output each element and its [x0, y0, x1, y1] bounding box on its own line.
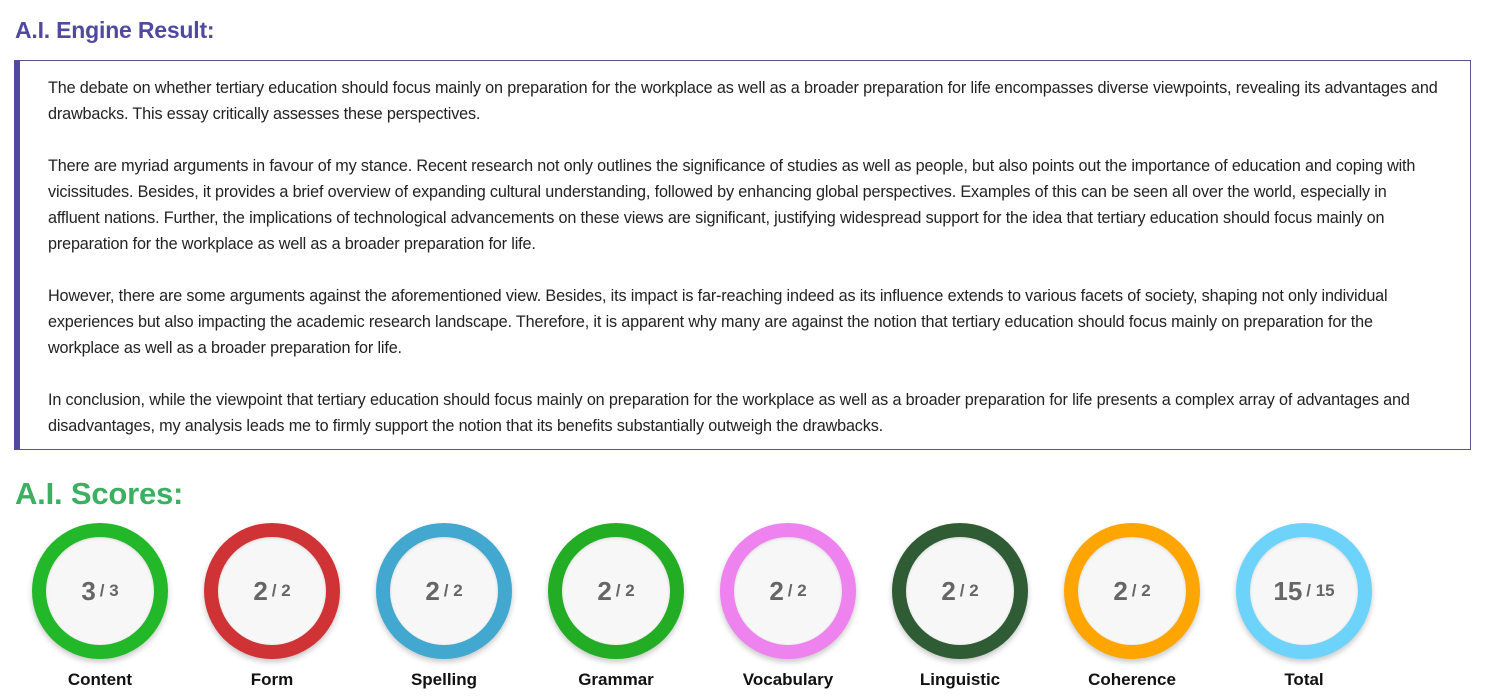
score-ring-coherence: 2 / 2 — [1064, 523, 1200, 659]
score-ring-form: 2 / 2 — [204, 523, 340, 659]
essay-paragraph-for: There are myriad arguments in favour of … — [48, 157, 1416, 253]
score-ring-total: 15 / 15 — [1236, 523, 1372, 659]
score-card-content: 3 / 3 Content — [14, 523, 186, 690]
score-ring-spelling: 2 / 2 — [376, 523, 512, 659]
score-number: 2 — [425, 575, 440, 606]
score-value-vocabulary: 2 / 2 — [734, 537, 842, 645]
score-max: / 3 — [99, 581, 119, 600]
score-card-form: 2 / 2 Form — [186, 523, 358, 690]
essay-paragraph-conclusion: In conclusion, while the viewpoint that … — [48, 391, 1410, 435]
score-label-content: Content — [67, 670, 133, 689]
score-value-total: 15 / 15 — [1250, 537, 1358, 645]
score-card-coherence: 2 / 2 Coherence — [1046, 523, 1218, 690]
score-max: / 2 — [1131, 581, 1151, 600]
score-value-spelling: 2 / 2 — [390, 537, 498, 645]
engine-result-title: A.I. Engine Result: — [15, 17, 215, 43]
score-card-vocabulary: 2 / 2 Vocabulary — [702, 523, 874, 690]
score-ring-linguistic: 2 / 2 — [892, 523, 1028, 659]
scores-title: A.I. Scores: — [15, 476, 184, 511]
score-ring-content: 3 / 3 — [32, 523, 168, 659]
essay-paragraph-intro: The debate on whether tertiary education… — [48, 79, 1438, 123]
score-label-form: Form — [250, 670, 294, 689]
score-number: 2 — [769, 575, 784, 606]
score-number: 3 — [81, 575, 96, 606]
scores-row: 3 / 3 Content 2 / 2 Form 2 / 2 — [14, 523, 1390, 690]
score-label-grammar: Grammar — [578, 670, 654, 689]
score-card-linguistic: 2 / 2 Linguistic — [874, 523, 1046, 690]
score-label-coherence: Coherence — [1088, 670, 1176, 689]
score-label-linguistic: Linguistic — [919, 670, 1001, 689]
score-max: / 2 — [443, 581, 463, 600]
score-number: 2 — [253, 575, 268, 606]
score-number: 2 — [597, 575, 612, 606]
score-ring-grammar: 2 / 2 — [548, 523, 684, 659]
score-max: / 2 — [959, 581, 979, 600]
score-value-linguistic: 2 / 2 — [906, 537, 1014, 645]
score-number: 15 — [1273, 575, 1303, 606]
engine-result-box: The debate on whether tertiary education… — [14, 60, 1471, 450]
score-max: / 2 — [787, 581, 807, 600]
score-value-grammar: 2 / 2 — [562, 537, 670, 645]
score-ring-vocabulary: 2 / 2 — [720, 523, 856, 659]
score-number: 2 — [941, 575, 956, 606]
score-label-spelling: Spelling — [410, 670, 478, 689]
essay-paragraph-against: However, there are some arguments agains… — [48, 287, 1388, 357]
score-card-grammar: 2 / 2 Grammar — [530, 523, 702, 690]
score-value-content: 3 / 3 — [46, 537, 154, 645]
score-number: 2 — [1113, 575, 1128, 606]
score-card-spelling: 2 / 2 Spelling — [358, 523, 530, 690]
score-value-form: 2 / 2 — [218, 537, 326, 645]
score-label-total: Total — [1284, 670, 1324, 689]
score-max: / 2 — [615, 581, 635, 600]
score-value-coherence: 2 / 2 — [1078, 537, 1186, 645]
score-max: / 2 — [271, 581, 291, 600]
score-card-total: 15 / 15 Total — [1218, 523, 1390, 690]
score-label-vocabulary: Vocabulary — [742, 670, 834, 689]
score-max: / 15 — [1306, 581, 1335, 600]
